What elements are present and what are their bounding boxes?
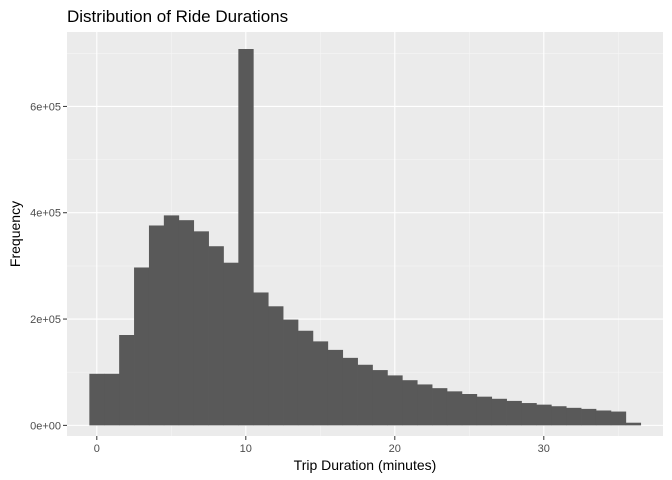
y-tick-label: 2e+05 bbox=[30, 314, 61, 326]
histogram-bar bbox=[208, 246, 224, 426]
y-axis: 0e+00 2e+05 4e+05 6e+05 bbox=[30, 101, 67, 432]
y-tick-label: 6e+05 bbox=[30, 101, 61, 113]
histogram-bar bbox=[461, 394, 478, 426]
histogram-bar bbox=[163, 215, 180, 426]
histogram-bar bbox=[342, 357, 358, 426]
y-tick-label: 0e+00 bbox=[30, 420, 61, 432]
histogram-bar bbox=[268, 306, 284, 426]
histogram-bar bbox=[253, 292, 269, 426]
histogram-bar bbox=[446, 391, 463, 426]
histogram-bar bbox=[178, 220, 195, 426]
histogram-bar bbox=[104, 373, 120, 426]
histogram-bar bbox=[223, 262, 239, 426]
histogram-bar bbox=[357, 364, 373, 426]
x-tick-label: 20 bbox=[389, 443, 401, 455]
histogram-bar bbox=[536, 404, 552, 426]
histogram-bar bbox=[476, 396, 493, 426]
histogram-bar bbox=[581, 408, 597, 426]
histogram-bar bbox=[297, 330, 314, 426]
histogram-bar bbox=[193, 231, 209, 426]
histogram-bar bbox=[566, 407, 582, 426]
histogram-bar bbox=[89, 373, 105, 426]
histogram-bar bbox=[283, 319, 299, 426]
histogram-bar bbox=[432, 388, 448, 426]
histogram-bar bbox=[387, 375, 403, 426]
histogram-bar bbox=[402, 380, 418, 426]
minor-gridlines bbox=[67, 32, 663, 436]
y-tick-label: 4e+05 bbox=[30, 208, 61, 220]
histogram-bar bbox=[595, 410, 612, 426]
x-tick-label: 10 bbox=[240, 443, 252, 455]
histogram-bar bbox=[312, 341, 329, 426]
histogram-bar bbox=[521, 403, 537, 426]
histogram-bar bbox=[551, 406, 567, 426]
histogram-bar bbox=[134, 267, 150, 426]
histogram-bar bbox=[372, 370, 388, 426]
histogram-bar bbox=[625, 422, 642, 426]
x-axis: 0 10 20 30 bbox=[94, 436, 550, 455]
histogram-bar bbox=[417, 384, 433, 426]
x-tick-label: 0 bbox=[94, 443, 100, 455]
histogram-bar bbox=[491, 398, 507, 426]
histogram-bar bbox=[327, 349, 344, 426]
x-tick-label: 30 bbox=[538, 443, 550, 455]
chart-title: Distribution of Ride Durations bbox=[67, 7, 288, 26]
y-axis-title: Frequency bbox=[7, 201, 23, 267]
histogram-bar bbox=[119, 335, 135, 426]
histogram-bar bbox=[148, 225, 165, 426]
histogram-bar bbox=[238, 49, 254, 426]
histogram-bars bbox=[89, 49, 642, 426]
histogram-bar bbox=[506, 400, 522, 426]
x-axis-title: Trip Duration (minutes) bbox=[294, 457, 437, 473]
histogram-bar bbox=[610, 411, 627, 426]
